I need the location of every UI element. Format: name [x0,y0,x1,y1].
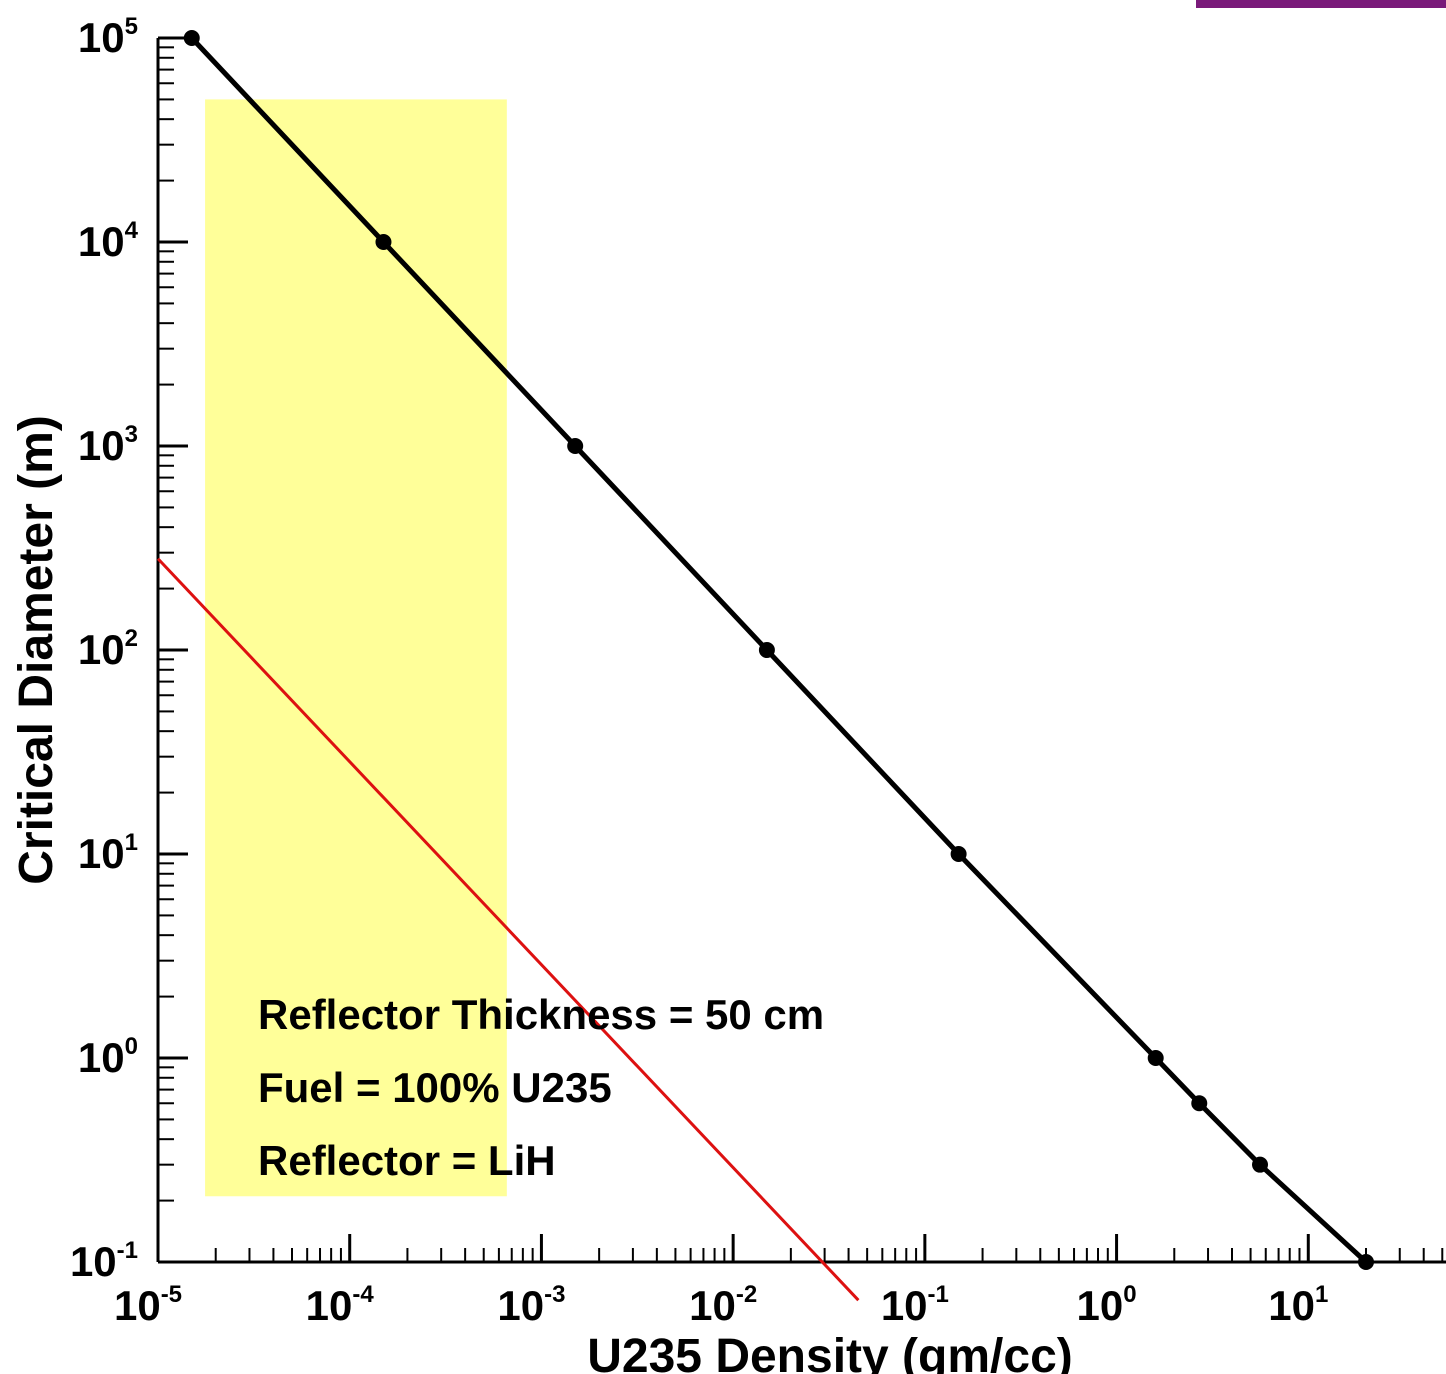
corner-image [1196,0,1446,8]
data-point [1252,1156,1269,1173]
x-tick-exponent: 0 [1123,1281,1136,1308]
y-tick-base: 10 [78,1034,125,1081]
x-tick-base: 10 [1077,1282,1124,1329]
annotation: Fuel = 100% U235 [258,1064,612,1111]
x-tick-exponent: -2 [736,1281,757,1308]
y-tick-label: 103 [78,421,138,469]
y-tick-base: 10 [78,218,125,265]
data-point [567,438,584,454]
x-tick-label: 101 [1268,1281,1328,1329]
x-tick-label: 10-4 [306,1281,375,1329]
y-tick-label: 101 [78,829,138,877]
y-tick-base: 10 [70,1238,117,1285]
data-point [183,30,200,46]
y-tick-label: 100 [78,1033,138,1081]
y-tick-label: 105 [78,13,138,61]
y-tick-base: 10 [78,626,125,673]
x-tick-label: 10-2 [689,1281,757,1329]
y-tick-exponent: 0 [125,1033,138,1060]
x-axis-title: U235 Density (gm/cc) [587,1330,1073,1374]
x-tick-base: 10 [497,1282,544,1329]
annotation: Reflector = LiH [258,1137,556,1184]
x-tick-exponent: -4 [352,1281,374,1308]
x-tick-label: 10-5 [114,1281,182,1329]
x-tick-label: 10-3 [497,1281,565,1329]
data-point [950,846,967,862]
x-tick-exponent: -3 [544,1281,565,1308]
y-tick-label: 104 [78,217,139,265]
y-tick-base: 10 [78,14,125,61]
x-tick-exponent: -5 [161,1281,182,1308]
x-tick-exponent: 1 [1315,1281,1328,1308]
data-point [1147,1050,1164,1066]
x-tick-base: 10 [1268,1282,1315,1329]
y-tick-label: 102 [78,625,138,673]
plot-area: 10-5 10-4 10-3 10-2 10-1 100 10110-11001011021… [70,13,1446,1329]
y-tick-exponent: 4 [125,217,139,244]
annotation: Reflector Thickness = 50 cm [258,991,824,1038]
x-tick-label: 100 [1077,1281,1137,1329]
y-tick-label: 10-1 [70,1237,138,1285]
x-tick-base: 10 [881,1282,928,1329]
x-tick-exponent: -1 [928,1281,949,1308]
y-tick-exponent: 2 [125,625,138,652]
y-tick-base: 10 [78,422,125,469]
data-point [758,642,775,658]
y-tick-base: 10 [78,830,125,877]
y-axis-title: Critical Diameter (m) [10,415,63,884]
y-tick-exponent: -1 [117,1237,138,1264]
y-tick-exponent: 5 [125,13,138,40]
x-tick-base: 10 [114,1282,161,1329]
y-tick-exponent: 3 [125,421,138,448]
y-tick-exponent: 1 [125,829,138,856]
data-point [1191,1095,1208,1112]
x-tick-base: 10 [689,1282,736,1329]
data-point [375,234,392,250]
data-point [1357,1254,1374,1270]
highlight-region [205,99,507,1197]
series-line [156,557,860,1302]
x-tick-base: 10 [306,1282,353,1329]
x-tick-label: 10-1 [881,1281,949,1329]
